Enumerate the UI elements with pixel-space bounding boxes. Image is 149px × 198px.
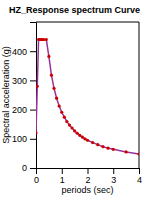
point: [60, 111, 63, 114]
tick-mark: [139, 168, 140, 174]
tick-mark: [30, 80, 36, 81]
axis-domain: [30, 23, 37, 169]
title: HZ_Response spectrum Curve: [9, 5, 140, 15]
axis-domain: [37, 169, 140, 175]
tick: 1: [60, 168, 65, 185]
point: [63, 116, 66, 119]
tick-label: 400: [12, 47, 27, 57]
tick: 100: [12, 134, 36, 144]
tick-mark: [30, 168, 36, 169]
point: [65, 120, 68, 123]
tick: 400: [12, 47, 36, 57]
tick-label: 200: [12, 105, 27, 115]
frame: [36, 22, 139, 23]
point: [86, 139, 89, 142]
point: [68, 123, 71, 126]
point: [58, 104, 61, 107]
tick-mark: [30, 139, 36, 140]
plot-area: 0 1 2 3 4 0 100 200 300 400: [12, 22, 142, 185]
x-axis-title: periods (sec): [61, 185, 113, 195]
point: [76, 132, 79, 135]
point: [47, 55, 50, 58]
tick-mark: [88, 168, 89, 174]
point: [91, 141, 94, 144]
y-axis: 0 100 200 300 400: [12, 23, 37, 174]
point: [45, 38, 48, 41]
tick-label: 3: [111, 175, 116, 185]
point: [50, 74, 53, 77]
tick: 200: [12, 105, 36, 115]
point: [101, 145, 104, 148]
tick: 300: [12, 76, 36, 86]
tick-label: 4: [137, 175, 142, 185]
line: [36, 40, 139, 154]
point: [73, 129, 76, 132]
tick: 2: [85, 168, 90, 185]
point: [96, 143, 99, 146]
tick-label: 0: [22, 163, 27, 173]
tick-mark: [30, 110, 36, 111]
point: [137, 152, 139, 155]
point: [112, 148, 115, 151]
frame: [139, 22, 140, 168]
tick-label: 0: [34, 175, 39, 185]
point: [36, 85, 39, 88]
tick: 0: [34, 168, 39, 185]
chart: 0 1 2 3 4 0 100 200 300 400 HZ_Response spectrum C…: [0, 0, 149, 198]
tick-label: 1: [60, 175, 65, 185]
x-axis: 0 1 2 3 4: [34, 168, 142, 185]
point: [107, 147, 110, 150]
tick-mark: [113, 168, 114, 174]
tick-label: 100: [12, 134, 27, 144]
tick-mark: [30, 51, 36, 52]
tick-label: 300: [12, 76, 27, 86]
point: [55, 97, 58, 100]
point: [36, 131, 38, 134]
y-axis-title: Spectral acceleration (g): [1, 46, 11, 144]
tick: 0: [22, 163, 36, 173]
point: [52, 87, 55, 90]
tick-mark: [62, 168, 63, 174]
tick-label: 2: [85, 175, 90, 185]
marks: [36, 38, 139, 156]
point: [125, 150, 128, 153]
tick: 3: [111, 168, 116, 185]
point: [70, 126, 73, 129]
tick: 4: [137, 168, 142, 185]
